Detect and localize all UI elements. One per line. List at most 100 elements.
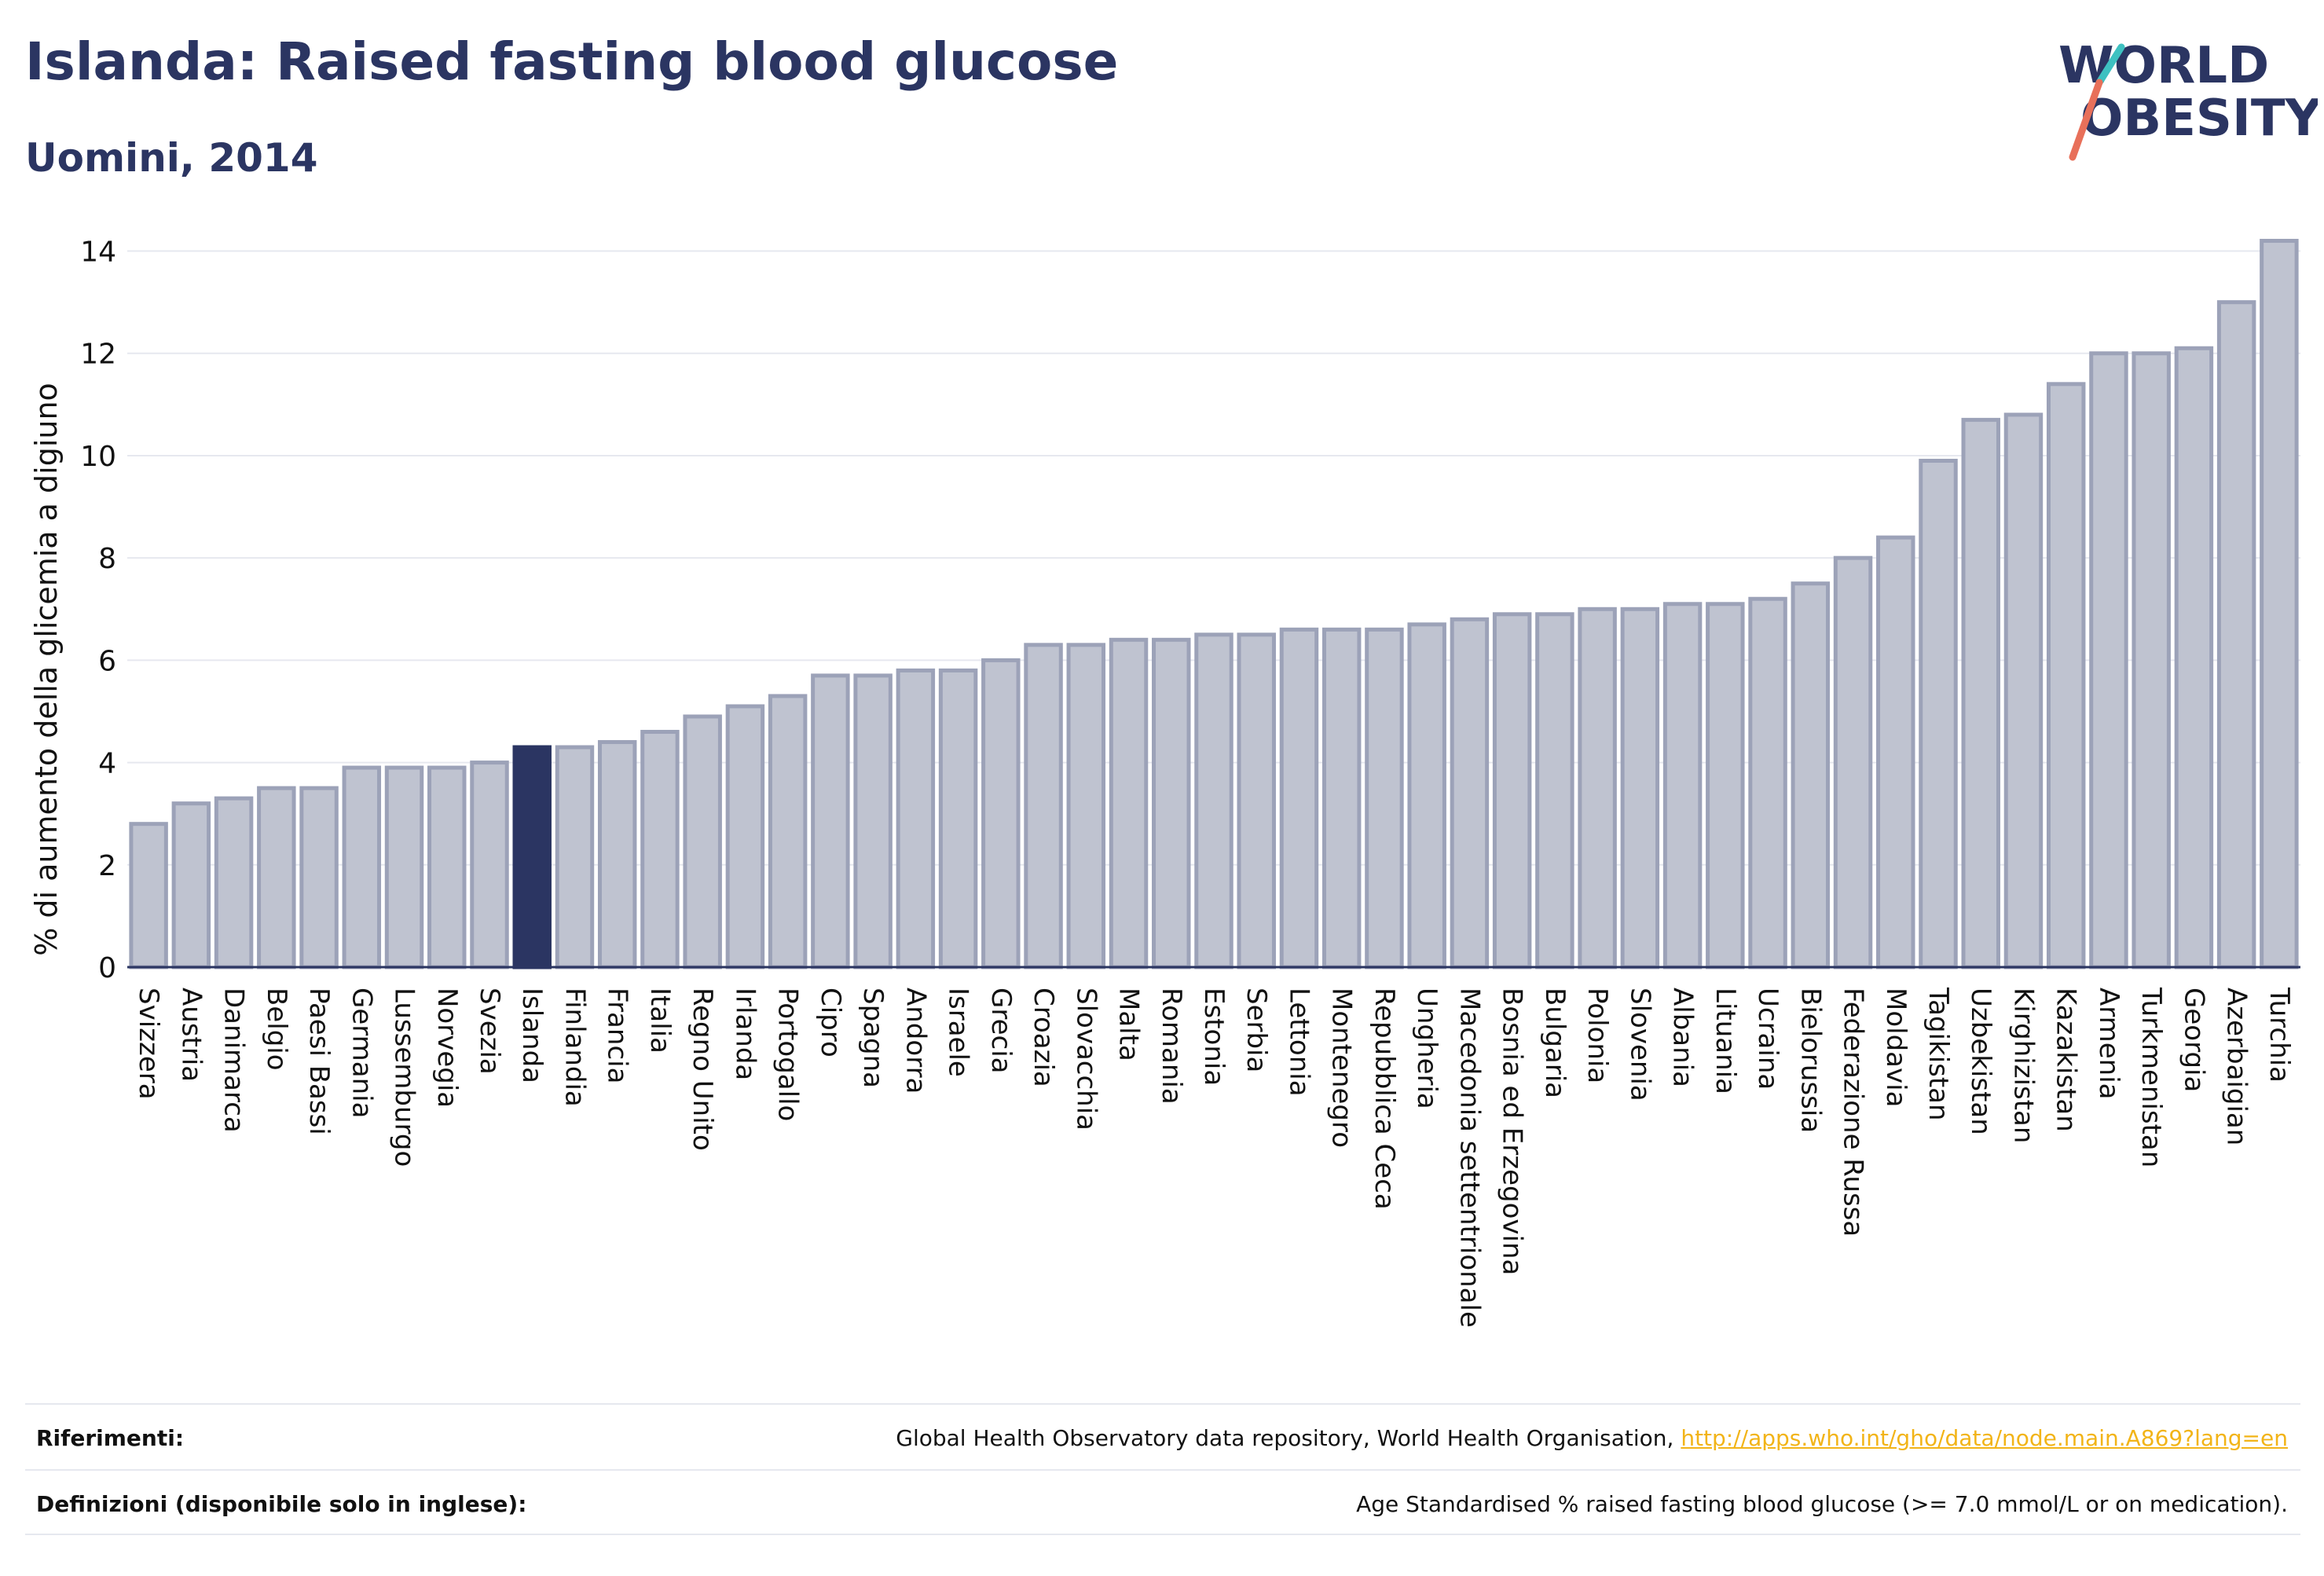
- bar-kirghizistan: [2003, 412, 2044, 969]
- bar-austria: [171, 801, 211, 969]
- x-tick-label: Irlanda: [729, 988, 761, 1080]
- y-tick-label: 6: [98, 645, 116, 677]
- logo-word-2: OBESITY: [2080, 90, 2318, 148]
- x-tick-label: Croazia: [1028, 988, 1059, 1087]
- bar-lituania: [1706, 602, 1745, 969]
- bar-romania: [1152, 637, 1191, 969]
- bar-slovenia: [1620, 607, 1660, 969]
- x-tick-label: Lussemburgo: [389, 988, 420, 1167]
- x-tick-label: Slovenia: [1624, 988, 1655, 1101]
- bar-azerbaigian: [2216, 300, 2256, 969]
- logo-slash-teal: [2095, 43, 2125, 86]
- x-tick-label: Georgia: [2178, 988, 2209, 1092]
- y-tick-label: 0: [98, 952, 116, 984]
- bar-svizzera: [129, 822, 168, 969]
- bar-albania: [1662, 602, 1703, 969]
- x-tick-label: Moldavia: [1880, 988, 1912, 1107]
- x-tick-label: Andorra: [900, 988, 931, 1094]
- x-tick-label: Finlandia: [559, 988, 590, 1107]
- bar-lussemburgo: [384, 765, 424, 969]
- bar-ungheria: [1407, 622, 1446, 969]
- x-tick-label: Estonia: [1198, 988, 1230, 1086]
- x-tick-label: Austria: [175, 988, 207, 1082]
- x-tick-label: Federazione Russa: [1838, 988, 1869, 1237]
- bar-islanda: [512, 745, 552, 969]
- bar-turkmenistan: [2132, 351, 2171, 969]
- bar-grecia: [981, 658, 1021, 969]
- x-tick-label: Bielorussia: [1794, 988, 1826, 1133]
- x-tick-label: Kirghizistan: [2007, 988, 2039, 1143]
- bar-tagikistan: [1919, 458, 1958, 969]
- bar-regno-unito: [683, 714, 722, 969]
- x-tick-label: Lettonia: [1283, 988, 1314, 1097]
- bar-paesi-bassi: [299, 786, 339, 969]
- footer-divider-bottom: [25, 1534, 2300, 1535]
- world-obesity-logo: WORLD OBESITY: [2058, 37, 2318, 161]
- x-tick-label: Israele: [943, 988, 974, 1077]
- axis-layer: 0 2 4 6 8 10 12 14 Svizzera Austria Danimarca Belgi…: [80, 236, 2300, 1328]
- y-axis-title: % di aumento della glicemia a digiuno: [29, 383, 64, 956]
- footer-divider-top: [25, 1403, 2300, 1405]
- x-tick-label: Danimarca: [218, 988, 250, 1133]
- x-tick-label: Repubblica Ceca: [1369, 988, 1400, 1210]
- bar-finlandia: [555, 745, 595, 969]
- x-tick-label: Macedonia settentrionale: [1453, 988, 1485, 1328]
- x-tick-label: Islanda: [516, 988, 548, 1083]
- x-tick-label: Ungheria: [1411, 988, 1442, 1109]
- bar-armenia: [2089, 351, 2128, 969]
- x-tick-label: Malta: [1113, 988, 1145, 1061]
- references-link[interactable]: http://apps.who.int/gho/data/node.main.A…: [1681, 1425, 2288, 1451]
- bar-italia: [640, 730, 680, 969]
- x-tick-label: Albania: [1667, 988, 1699, 1087]
- x-tick-label: Francia: [602, 988, 633, 1083]
- x-tick-label: Tagikistan: [1923, 987, 1954, 1121]
- bar-georgia: [2174, 346, 2214, 969]
- bar-turchia: [2260, 239, 2299, 969]
- x-tick-label: Regno Unito: [687, 988, 718, 1151]
- y-tick-label: 8: [98, 543, 116, 575]
- bar-belgio: [257, 786, 296, 969]
- bar-serbia: [1237, 632, 1276, 969]
- bar-andorra: [896, 668, 936, 969]
- x-tick-label: Serbia: [1241, 988, 1272, 1072]
- x-tick-label: Azerbaigian: [2221, 988, 2253, 1145]
- x-tick-label: Kazakistan: [2051, 988, 2082, 1132]
- bar-montenegro: [1321, 627, 1362, 969]
- bar-cipro: [811, 673, 850, 969]
- footer-divider-middle: [25, 1469, 2300, 1471]
- bar-bulgaria: [1535, 612, 1574, 969]
- bar-repubblica-ceca: [1365, 627, 1404, 969]
- bar-malta: [1109, 637, 1149, 969]
- x-tick-label: Svezia: [474, 988, 505, 1075]
- bar-norvegia: [427, 765, 467, 969]
- bar-germania: [342, 765, 382, 969]
- definitions-value: Age Standardised % raised fasting blood …: [1356, 1491, 2288, 1517]
- bar-portogallo: [768, 694, 808, 969]
- bar-federazione-russa: [1833, 555, 1873, 969]
- page-title: Islanda: Raised fasting blood glucose: [25, 31, 1119, 92]
- x-tick-label: Montenegro: [1326, 988, 1358, 1148]
- logo-word-1: WORLD: [2058, 37, 2269, 95]
- bar-slovacchia: [1066, 643, 1106, 969]
- x-tick-label: Svizzera: [133, 988, 164, 1100]
- x-tick-label: Portogallo: [772, 988, 804, 1121]
- logo-slash-coral: [2069, 79, 2103, 161]
- x-tick-label: Italia: [644, 988, 676, 1054]
- bar-bielorussia: [1791, 581, 1831, 969]
- y-tick-label: 10: [80, 441, 116, 473]
- x-tick-label: Turkmenistan: [2135, 987, 2167, 1167]
- page-subtitle: Uomini, 2014: [25, 135, 318, 181]
- x-tick-label: Armenia: [2093, 988, 2124, 1100]
- bar-francia: [597, 740, 637, 969]
- x-tick-label: Grecia: [985, 988, 1017, 1073]
- x-tick-label: Germania: [346, 988, 377, 1118]
- y-tick-label: 12: [80, 339, 116, 371]
- bar-svezia: [470, 761, 509, 969]
- bar-macedonia-settentrionale: [1450, 617, 1490, 969]
- x-tick-label: Belgio: [261, 988, 292, 1071]
- x-tick-label: Slovacchia: [1070, 988, 1102, 1131]
- x-tick-label: Ucraina: [1752, 988, 1783, 1090]
- x-tick-label: Spagna: [857, 988, 889, 1088]
- definitions-label: Definizioni (disponibile solo in inglese…: [36, 1491, 527, 1517]
- y-tick-label: 4: [98, 748, 116, 780]
